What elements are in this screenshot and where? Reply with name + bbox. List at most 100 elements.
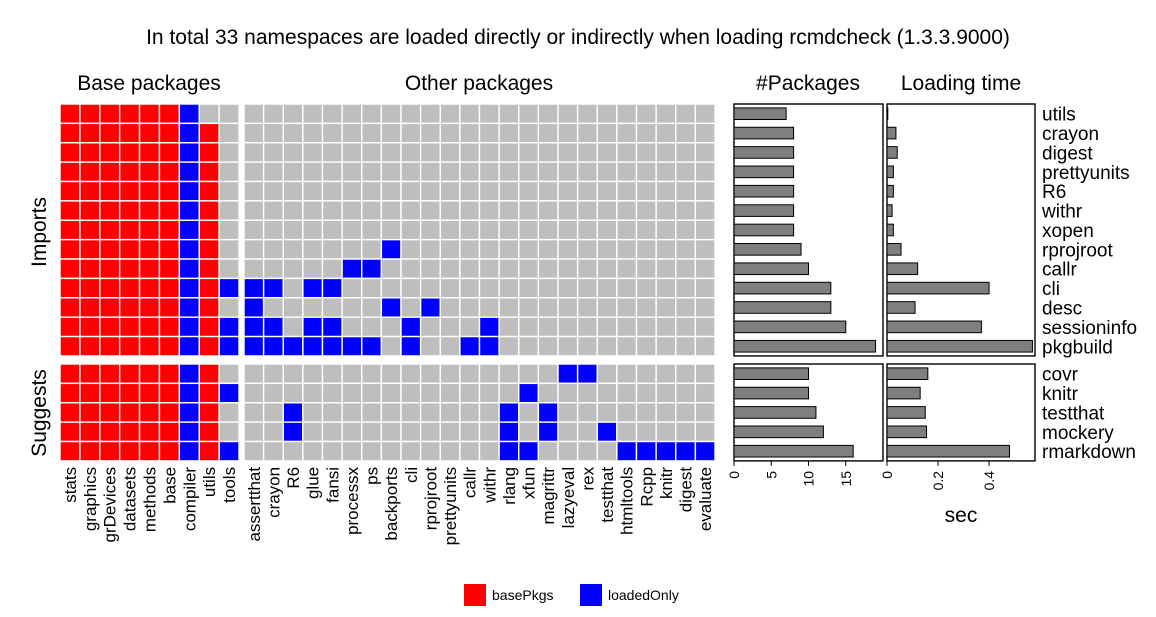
other-cell-rmarkdown-cli (400, 440, 422, 462)
other-cell-callr-evaluate (694, 258, 716, 280)
base-column-label-stats: stats (61, 467, 80, 503)
base-cell-rmarkdown-stats (59, 440, 81, 462)
other-cell-utils-xfun (518, 103, 540, 125)
legend-swatch-basepkgs (464, 584, 486, 606)
base-cell-cli-methods (138, 277, 161, 299)
base-cell-covr-base (158, 363, 181, 385)
other-cell-callr-digest (675, 258, 697, 280)
other-cell-utils-cli (400, 103, 422, 125)
other-cell-r6-rprojroot (419, 180, 441, 202)
base-cell-prettyunits-datasets (118, 161, 141, 183)
other-cell-rmarkdown-htmltools (616, 440, 638, 462)
other-cell-digest-knitr (655, 142, 677, 163)
base-cell-testthat-tools (218, 402, 240, 423)
other-cell-r6-testthat (596, 180, 618, 202)
other-cell-sessioninfo-callr (459, 316, 481, 338)
other-cell-mockery-r6 (282, 421, 304, 443)
legend-label-loadedonly: loadedOnly (608, 587, 679, 603)
other-cell-prettyunits-xfun (518, 161, 540, 183)
other-cell-cli-withr (478, 277, 500, 299)
base-cell-rprojroot-base (158, 238, 181, 260)
other-cell-cli-assertthat (243, 277, 265, 299)
other-cell-xopen-lazyeval (557, 219, 579, 241)
other-cell-crayon-ps (361, 122, 383, 144)
other-cell-xopen-callr (459, 219, 481, 241)
other-cell-r6-callr (459, 180, 481, 202)
other-cell-sessioninfo-lazyeval (557, 316, 579, 338)
base-cell-testthat-datasets (118, 402, 141, 423)
other-cell-xopen-glue (302, 219, 324, 241)
base-cell-rmarkdown-methods (138, 440, 161, 462)
other-cell-covr-knitr (655, 363, 677, 385)
other-cell-prettyunits-testthat (596, 161, 618, 183)
other-cell-xopen-cli (400, 219, 422, 241)
base-cell-utils-compiler (178, 103, 200, 125)
time-tick-label: 0.2 (930, 471, 946, 491)
other-cell-mockery-htmltools (616, 421, 638, 443)
base-cell-pkgbuild-compiler (178, 335, 200, 357)
other-cell-callr-withr (478, 258, 500, 280)
other-column-label-backports: backports (382, 467, 401, 541)
other-cell-crayon-fansi (321, 122, 343, 144)
other-cell-prettyunits-callr (459, 161, 481, 183)
other-cell-knitr-magrittr (537, 382, 559, 404)
base-cell-mockery-base (158, 421, 181, 443)
other-cell-callr-htmltools (616, 258, 638, 280)
other-cell-covr-testthat (596, 363, 618, 385)
other-cell-digest-withr (478, 142, 500, 163)
other-cell-sessioninfo-cli (400, 316, 422, 338)
other-cell-r6-rlang (498, 180, 520, 202)
other-cell-withr-xfun (518, 200, 540, 221)
row-label-utils: utils (1042, 105, 1076, 126)
other-cell-withr-fansi (321, 200, 343, 221)
count-bar-crayon (733, 126, 795, 140)
count-bar-prettyunits (733, 165, 795, 179)
base-cell-withr-grdevices (99, 200, 121, 221)
base-cell-rprojroot-tools (218, 238, 240, 260)
base-cell-utils-grdevices (99, 103, 121, 125)
other-cell-utils-backports (380, 103, 402, 125)
other-cell-covr-htmltools (616, 363, 638, 385)
row-label-sessioninfo: sessioninfo (1042, 318, 1137, 339)
base-cell-rmarkdown-tools (218, 440, 240, 462)
other-cell-knitr-processx (341, 382, 363, 404)
base-cell-sessioninfo-utils (198, 316, 220, 338)
other-cell-pkgbuild-rex (576, 335, 598, 357)
count-bar-cli (733, 281, 832, 295)
time-bar-rprojroot (886, 243, 902, 256)
other-cell-cli-htmltools (616, 277, 638, 299)
row-label-desc: desc (1042, 298, 1082, 319)
other-cell-withr-glue (302, 200, 324, 221)
other-cell-xopen-rprojroot (419, 219, 441, 241)
other-cell-mockery-knitr (655, 421, 677, 443)
other-cell-r6-digest (675, 180, 697, 202)
other-cell-cli-digest (675, 277, 697, 299)
other-cell-rprojroot-cli (400, 238, 422, 260)
base-cell-withr-tools (218, 200, 240, 221)
base-cell-xopen-graphics (79, 219, 101, 241)
base-cell-covr-methods (138, 363, 161, 385)
base-cell-mockery-stats (59, 421, 81, 443)
other-cell-rprojroot-htmltools (616, 238, 638, 260)
other-cell-r6-r6 (282, 180, 304, 202)
other-column-label-knitr: knitr (657, 467, 676, 499)
other-cell-sessioninfo-xfun (518, 316, 540, 338)
base-cell-digest-base (158, 142, 181, 163)
other-cell-crayon-rprojroot (419, 122, 441, 144)
base-cell-knitr-datasets (118, 382, 141, 404)
other-cell-rmarkdown-ps (361, 440, 383, 462)
other-cell-prettyunits-rcpp (635, 161, 657, 183)
base-cell-crayon-datasets (118, 122, 141, 144)
base-cell-callr-graphics (79, 258, 101, 280)
other-cell-covr-glue (302, 363, 324, 385)
time-bar-desc (886, 301, 916, 314)
loading-time-panel: 0 0.2 0.4 (879, 103, 1036, 491)
other-cell-rmarkdown-knitr (655, 440, 677, 462)
other-cell-knitr-r6 (282, 382, 304, 404)
count-tick-label: 10 (801, 471, 817, 487)
other-cell-withr-processx (341, 200, 363, 221)
base-cell-withr-datasets (118, 200, 141, 221)
other-cell-prettyunits-evaluate (694, 161, 716, 183)
other-cell-pkgbuild-rprojroot (419, 335, 441, 357)
other-cell-prettyunits-crayon (262, 161, 284, 183)
